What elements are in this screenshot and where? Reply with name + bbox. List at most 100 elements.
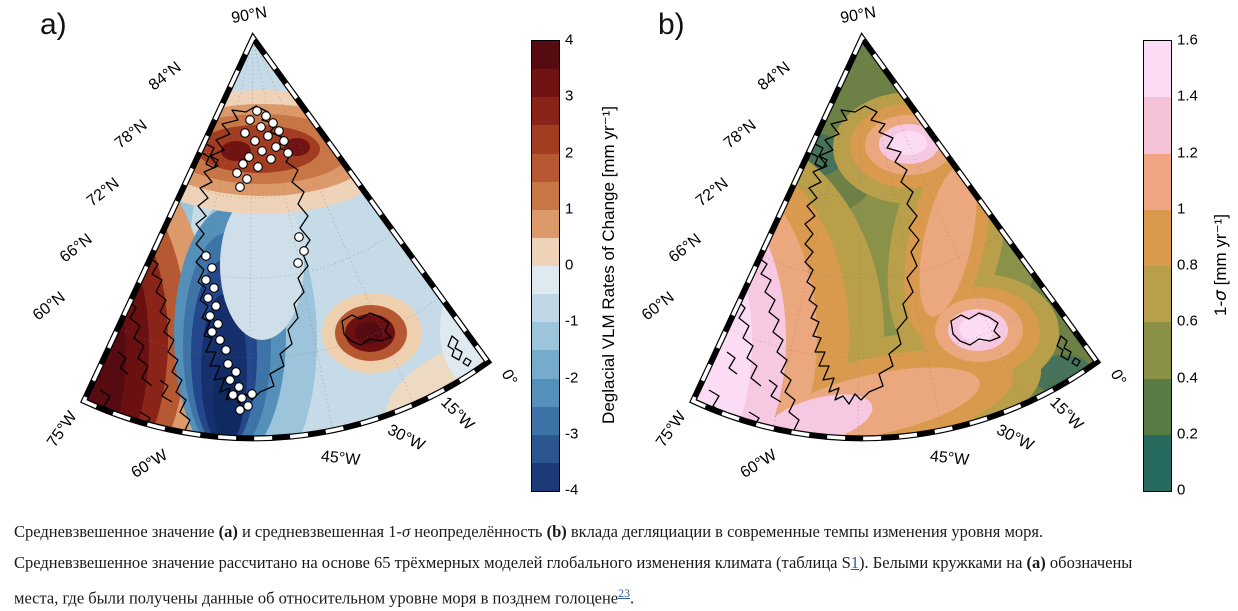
colorbar-tick-label: 1.2 — [1177, 144, 1198, 161]
graticule — [726, 38, 1051, 439]
rsl-site-marker — [274, 126, 284, 136]
colorbar-tick-label: -3 — [565, 425, 579, 443]
map-frame-dashes — [690, 34, 1100, 441]
colorbar-segment — [532, 406, 559, 435]
colorbar-segment — [1144, 378, 1171, 435]
table-s1-link[interactable]: 1 — [850, 553, 860, 572]
ellesmere-coastline — [201, 143, 219, 169]
colorbar-segment — [532, 266, 559, 295]
rsl-site-marker — [211, 301, 221, 311]
rsl-site-marker — [253, 162, 263, 172]
canada-island — [117, 351, 129, 375]
rsl-site-marker — [238, 159, 248, 169]
caption-text: ). Белыми кружками на — [859, 553, 1027, 572]
panel-b-label: b) — [658, 8, 685, 41]
geo-tick-label: 60°W — [737, 446, 780, 482]
geo-tick-label: 84°N — [755, 59, 794, 94]
rsl-site-marker — [205, 311, 215, 321]
sigma-symbol: σ — [1211, 290, 1231, 301]
caption-text: и средневзвешенная 1- — [237, 522, 402, 541]
rsl-site-marker — [228, 390, 238, 400]
reference-23-link[interactable]: 23 — [618, 586, 631, 600]
geo-tick-label: 0° — [498, 367, 520, 389]
rsl-site-marker — [244, 152, 254, 162]
caption-line-1: Средневзвешенное значение (a) и средневз… — [14, 516, 1224, 547]
rsl-site-marker — [234, 382, 244, 392]
rsl-site-marker — [279, 136, 289, 146]
rsl-site-marker — [266, 154, 276, 164]
geo-tick-label: 90°N — [839, 4, 877, 27]
rsl-site-markers — [201, 106, 309, 415]
colorbar-segment — [532, 462, 559, 491]
rsl-site-marker — [252, 106, 262, 116]
map-panel-a: 90°N 84°N 78°N 72°N 66°N 60°N 75°W 60°W 45°W 30°W… — [30, 4, 520, 482]
colorbar-segment — [1144, 97, 1171, 154]
rsl-site-marker — [207, 327, 217, 337]
geo-tick-label: 75°W — [44, 408, 81, 451]
rsl-site-marker — [256, 122, 266, 132]
geo-tick-label: 72°N — [84, 175, 123, 210]
iceland-coastline — [341, 312, 392, 346]
map-frame-dashes — [81, 34, 491, 441]
rsl-site-marker — [293, 258, 303, 268]
rsl-site-marker — [294, 232, 304, 242]
colorbar-b-ticks: 1.6 1.4 1.2 1 0.8 0.6 0.4 0.2 0 — [1177, 32, 1221, 499]
geo-tick-label: 84°N — [146, 59, 185, 94]
rsl-site-marker — [243, 401, 253, 411]
caption-text: вклада дегляциации в современные темпы и… — [566, 522, 1044, 541]
colorbar-a-wrap: 4 3 2 1 0 -1 -2 -3 -4 Deglacial VLM Rates of Cha… — [531, 32, 651, 499]
colorbar-b-title: 1-σ [mm yr⁻¹] — [1211, 214, 1231, 316]
rsl-site-marker — [223, 359, 233, 369]
geo-tick-label: 0° — [1107, 367, 1129, 389]
colorbar-tick-label: -1 — [565, 312, 579, 330]
rsl-site-marker — [247, 389, 257, 399]
caption-text: . — [630, 588, 635, 608]
rsl-site-marker — [201, 275, 211, 285]
canada-coastline — [127, 299, 153, 387]
colorbar-b — [1143, 40, 1172, 492]
colorbar-tick-label: 1.4 — [1177, 87, 1198, 105]
rsl-site-marker — [201, 251, 211, 261]
rsl-site-marker — [261, 111, 271, 121]
uk-coastline — [447, 335, 463, 361]
rsl-site-marker — [263, 131, 273, 141]
colorbar-a-title: Deglacial VLM Rates of Change [mm yr⁻¹] — [599, 106, 618, 424]
graticule — [117, 38, 442, 439]
rsl-site-marker — [235, 182, 245, 192]
geo-tick-label: 15°W — [437, 394, 477, 434]
greenland-coastline — [195, 105, 311, 405]
colorbar-segment — [532, 125, 559, 154]
colorbar-b-wrap: 1.6 1.4 1.2 1 0.8 0.6 0.4 0.2 0 1-σ [mm yr⁻¹] — [1143, 32, 1238, 499]
rsl-site-marker — [235, 405, 245, 415]
colorbar-segment — [532, 294, 559, 323]
rsl-site-marker — [231, 367, 241, 377]
rsl-site-marker — [257, 146, 267, 156]
sigma-symbol: σ — [401, 522, 411, 541]
colorbar-segment — [1144, 209, 1171, 266]
geo-tick-label: 15°W — [1046, 394, 1086, 434]
colorbar-tick-label: 0.4 — [1177, 369, 1198, 386]
rsl-site-marker — [299, 246, 309, 256]
geo-tick-label: 72°N — [693, 175, 732, 210]
rsl-site-marker — [250, 136, 260, 146]
geo-tick-label: 66°N — [666, 231, 705, 266]
colorbar-segment — [1144, 266, 1171, 323]
panel-a-label: a) — [40, 8, 67, 41]
rsl-site-marker — [283, 148, 293, 158]
colorbar-tick-label: 2 — [565, 144, 574, 161]
colorbar-tick-label: 0.8 — [1177, 256, 1198, 274]
geo-tick-label: 30°W — [994, 421, 1038, 454]
rsl-site-marker — [209, 283, 219, 293]
colorbar-segment — [532, 350, 559, 379]
map-panel-b: 90°N84°N78°N72°N66°N60°N75°W60°W 45°W30°W… — [639, 4, 1129, 482]
panel-a-ref: (a) — [1026, 553, 1046, 572]
geo-tick-label: 60°N — [30, 289, 69, 324]
canada-island — [159, 379, 173, 403]
uk-islet — [462, 357, 472, 367]
colorbar-tick-label: -2 — [565, 369, 579, 386]
colorbar-segment — [1144, 41, 1171, 98]
caption-line-3: места, где были получены данные об относ… — [14, 578, 1224, 611]
colorbar-tick-label: -4 — [565, 481, 579, 499]
figure-caption: Средневзвешенное значение (a) и средневз… — [0, 508, 1238, 611]
